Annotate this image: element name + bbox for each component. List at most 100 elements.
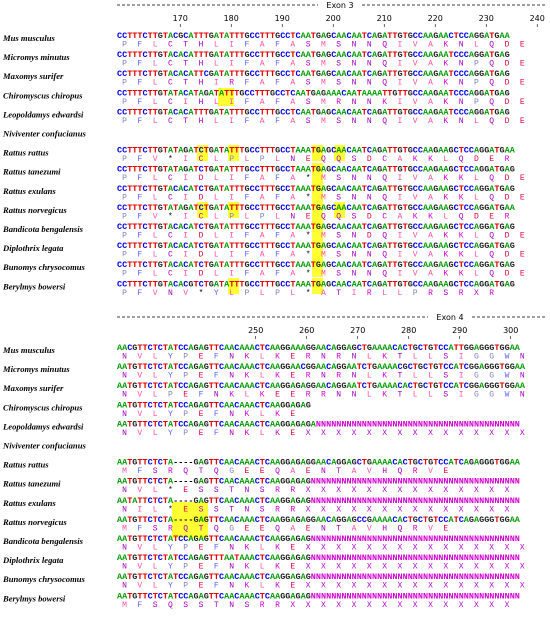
protein-sequence: P F L C I H L I F A F A S M R N N K I V …	[122, 98, 525, 107]
species-name: Mus musculus	[2, 345, 55, 355]
species-name: Leopoldamys edwardsi	[2, 109, 84, 119]
protein-sequence: N V L Y P E F N K L K E R N R N L K T L …	[122, 372, 525, 381]
dna-sequence: AATGTTCTCTA----GAGTTCAACAAACTCAAGGAGAGNN…	[117, 477, 520, 487]
dna-sequence: AATGTTCTCTATCCAGAGTTCAACAAACTCAAGGAGAGAN…	[117, 419, 520, 429]
protein-sequence: P F V * I C L P L P L N E Q Q S D C A K …	[122, 212, 510, 221]
dna-sequence: AATGTTCTCTATCCAGAGTTCAACAAACTCAAGGAGAGNN…	[117, 572, 520, 582]
dna-sequence: AATGTTCTCTA----GAGTTCAACAAACTCAAGGAGAGGA…	[117, 458, 521, 468]
ruler-label: 250	[248, 326, 263, 335]
dna-sequence: CCTTTCTTGTACGCATTTGATATTTGCCTTTGCCTCAATG…	[117, 31, 511, 41]
protein-sequence: N V L Y P E F N K L K E	[122, 410, 295, 419]
species-name: Niviventer confucianus	[2, 441, 86, 451]
ruler-label: 280	[401, 326, 416, 335]
species-name: Micromys minutus	[2, 364, 70, 374]
dna-sequence: CCTTTCTTGTATAGATCTGATATTTGCCTTTGCCTAAATG…	[117, 165, 515, 175]
dna-sequence: AATGTTCTCTATCCAGAGTTCAACAAACTCAAGGAGAGNN…	[117, 534, 520, 544]
species-name: Bunomys chrysocomus	[2, 574, 86, 584]
highlight	[228, 278, 239, 294]
ruler-label: 300	[503, 326, 518, 335]
highlight	[312, 145, 323, 161]
protein-sequence: N V L Y P E F N K L K E X X X X X X X X …	[122, 582, 525, 591]
species-name: Rattus tanezumi	[2, 479, 61, 489]
ruler-label: 210	[377, 14, 392, 23]
species-name: Chiromyscus chiropus	[3, 90, 83, 100]
species-name: Bunomys chrysocomus	[2, 262, 86, 272]
exon-label: Exon 3	[326, 1, 353, 10]
protein-sequence: M F S R Q T Q G E E Q A E N T A V H Q R …	[122, 524, 448, 533]
species-name: Rattus rattus	[2, 148, 49, 158]
dna-sequence: AATGTTCTCTA----GAGTTCAACAAACTCAAGGAGAGGA…	[117, 515, 521, 525]
protein-sequence: P F L C I D L I F A F A * M S N D Q I V …	[122, 232, 525, 241]
species-name: Chiromyscus chiropus	[3, 402, 83, 412]
protein-sequence: N V L Y P E F N K L K E R N R N L K T L …	[122, 353, 525, 362]
highlight	[197, 202, 208, 218]
ruler-label: 180	[224, 14, 239, 23]
highlights	[172, 88, 345, 538]
highlight	[334, 202, 345, 218]
ruler-label: 230	[479, 14, 494, 23]
species-name: Maxomys surifer	[2, 383, 64, 393]
protein-sequence: P F V N V * Y L P L P L * A T I R L L P …	[122, 289, 494, 298]
protein-sequence: P F L C I D L I F A F A * M S N N Q I V …	[122, 270, 525, 279]
dna-sequence: AATGTTCTCTATCCAGAGTTCAACAAACTCAAGGAGAG	[117, 400, 311, 410]
ruler-label: 260	[299, 326, 314, 335]
species-name: Niviventer confucianus	[2, 129, 86, 139]
species-name: Rattus rattus	[2, 460, 49, 470]
dna-sequence: AATGTTCTCTATCCAGAGTTCAACAAACTCAAGGAGAGNN…	[117, 591, 520, 601]
species-name: Berylmys bowersi	[2, 281, 66, 291]
ruler-label: 200	[326, 14, 341, 23]
protein-sequence: P F L C I D L I F A F A * M S N N Q I V …	[122, 251, 525, 260]
dna-sequence: AATATTCTCTA----GAGTTCAACAAACTCAAGGAGAGNN…	[117, 496, 520, 506]
protein-sequence: P F L C T H L I F A F A S M S N N Q I V …	[122, 41, 525, 50]
dna-sequence: CCTTTCTTGTACACATCTGATATTTGCCTTTGCCTAAATG…	[117, 184, 515, 194]
dna-sequence: AATGTTCTCTATCCAGAGTTTAATAAACTCAAGGAGAGNN…	[117, 553, 520, 563]
protein-sequence: N I L * E S S T N S R R X X X X X X X X …	[122, 505, 510, 514]
highlight	[312, 163, 323, 277]
exon-label: Exon 4	[436, 313, 463, 322]
protein-sequence: N V L Y P E F N K L K E X X X X X X X X …	[122, 429, 525, 438]
highlight	[172, 502, 208, 538]
dna-sequence: CCTTTCTTGTATAGATCTGATATTTGCCTTTGCCTAAATG…	[117, 203, 516, 213]
highlight	[334, 145, 345, 161]
dna-sequence: CCTTTCTTGTACACATCTGATATTTGCCTTTGCCTAAATG…	[117, 260, 515, 270]
protein-sequence: P F L C I D L I F A F A * M S N N Q I V …	[122, 174, 525, 183]
highlight	[228, 202, 239, 218]
ruler-label: 220	[428, 14, 443, 23]
protein-sequence: P F L C T H L I F A F A S M S N N Q I V …	[122, 60, 525, 69]
protein-sequence: N V L Y P E F N K L K E X X X X X X X X …	[122, 563, 525, 572]
ruler-label: 170	[173, 14, 188, 23]
ruler-label: 240	[530, 14, 545, 23]
dna-sequence: CCTTTCTTGTACACATTCGATATTTGCCTTTGCCTCAATG…	[117, 69, 510, 79]
dna-sequence: CCTTTCTTGTACACATTTGATATTTGCCTTTGCCTCAATG…	[117, 107, 510, 117]
protein-sequence: N V L Y P E F N K L K E X X X X X X X X …	[122, 544, 525, 553]
species-name: Rattus exulans	[2, 186, 56, 196]
species-name: Rattus norvegicus	[2, 517, 67, 527]
species-name: Mus musculus	[2, 33, 55, 43]
dna-sequence: CCTTTCTTGTACACATCTGATATTTGCCTTTGCCTAAATG…	[117, 222, 515, 232]
dna-sequence: CCTTTCTTGTACACATTTGATATTTGCCTTTGCCTCAATG…	[117, 50, 510, 60]
species-name: Rattus norvegicus	[2, 205, 67, 215]
species-name: Bandicota bengalensis	[2, 536, 84, 546]
species-name: Diplothrix legata	[2, 243, 64, 253]
dna-sequence: CCTTTCTTGTATACATAGATATTTGCCTTTGCCTCAATGA…	[117, 88, 510, 98]
protein-sequence: M F S R Q T Q G E E Q A E N T A V H Q R …	[122, 467, 448, 476]
highlight	[197, 145, 208, 161]
dna-sequence: AATGTTCTCTATCCAGAGTTCAACAAACTCAAGGAACGGA…	[117, 362, 526, 372]
protein-sequence: N V L P E F N K L K E E R R N N L K T L …	[122, 391, 525, 400]
protein-sequence: P F L C I D L I F A F A * M S N N Q I V …	[122, 193, 525, 202]
species-name: Bandicota bengalensis	[2, 224, 84, 234]
ruler-label: 190	[275, 14, 290, 23]
species-name: Berylmys bowersi	[2, 593, 66, 603]
highlight	[228, 145, 239, 161]
dna-sequence: AACGTTCTCTATCCAGAGTTCAACAAACTCAAGGAAAGGA…	[117, 343, 521, 353]
protein-sequence: P F L C T H L I F A F A S M S N N Q I V …	[122, 117, 525, 126]
exon-label-bg	[428, 312, 472, 322]
dna-sequence: CCTTTCTTGTACACATCTGATATTTGCCTTTGCCTAAATG…	[117, 241, 515, 251]
dna-sequence: CCTTTCTTGTACACGTCTGATATTTGCCTTTGCCTAAATG…	[117, 279, 515, 289]
ruler-label: 290	[452, 326, 467, 335]
species-name: Maxomys surifer	[2, 71, 64, 81]
species-name: Micromys minutus	[2, 52, 70, 62]
dna-sequence: AATGTTCTCTATCCAGAGTTCAACAAACTCAAGGAGAGGA…	[117, 381, 526, 391]
species-name: Rattus exulans	[2, 498, 56, 508]
